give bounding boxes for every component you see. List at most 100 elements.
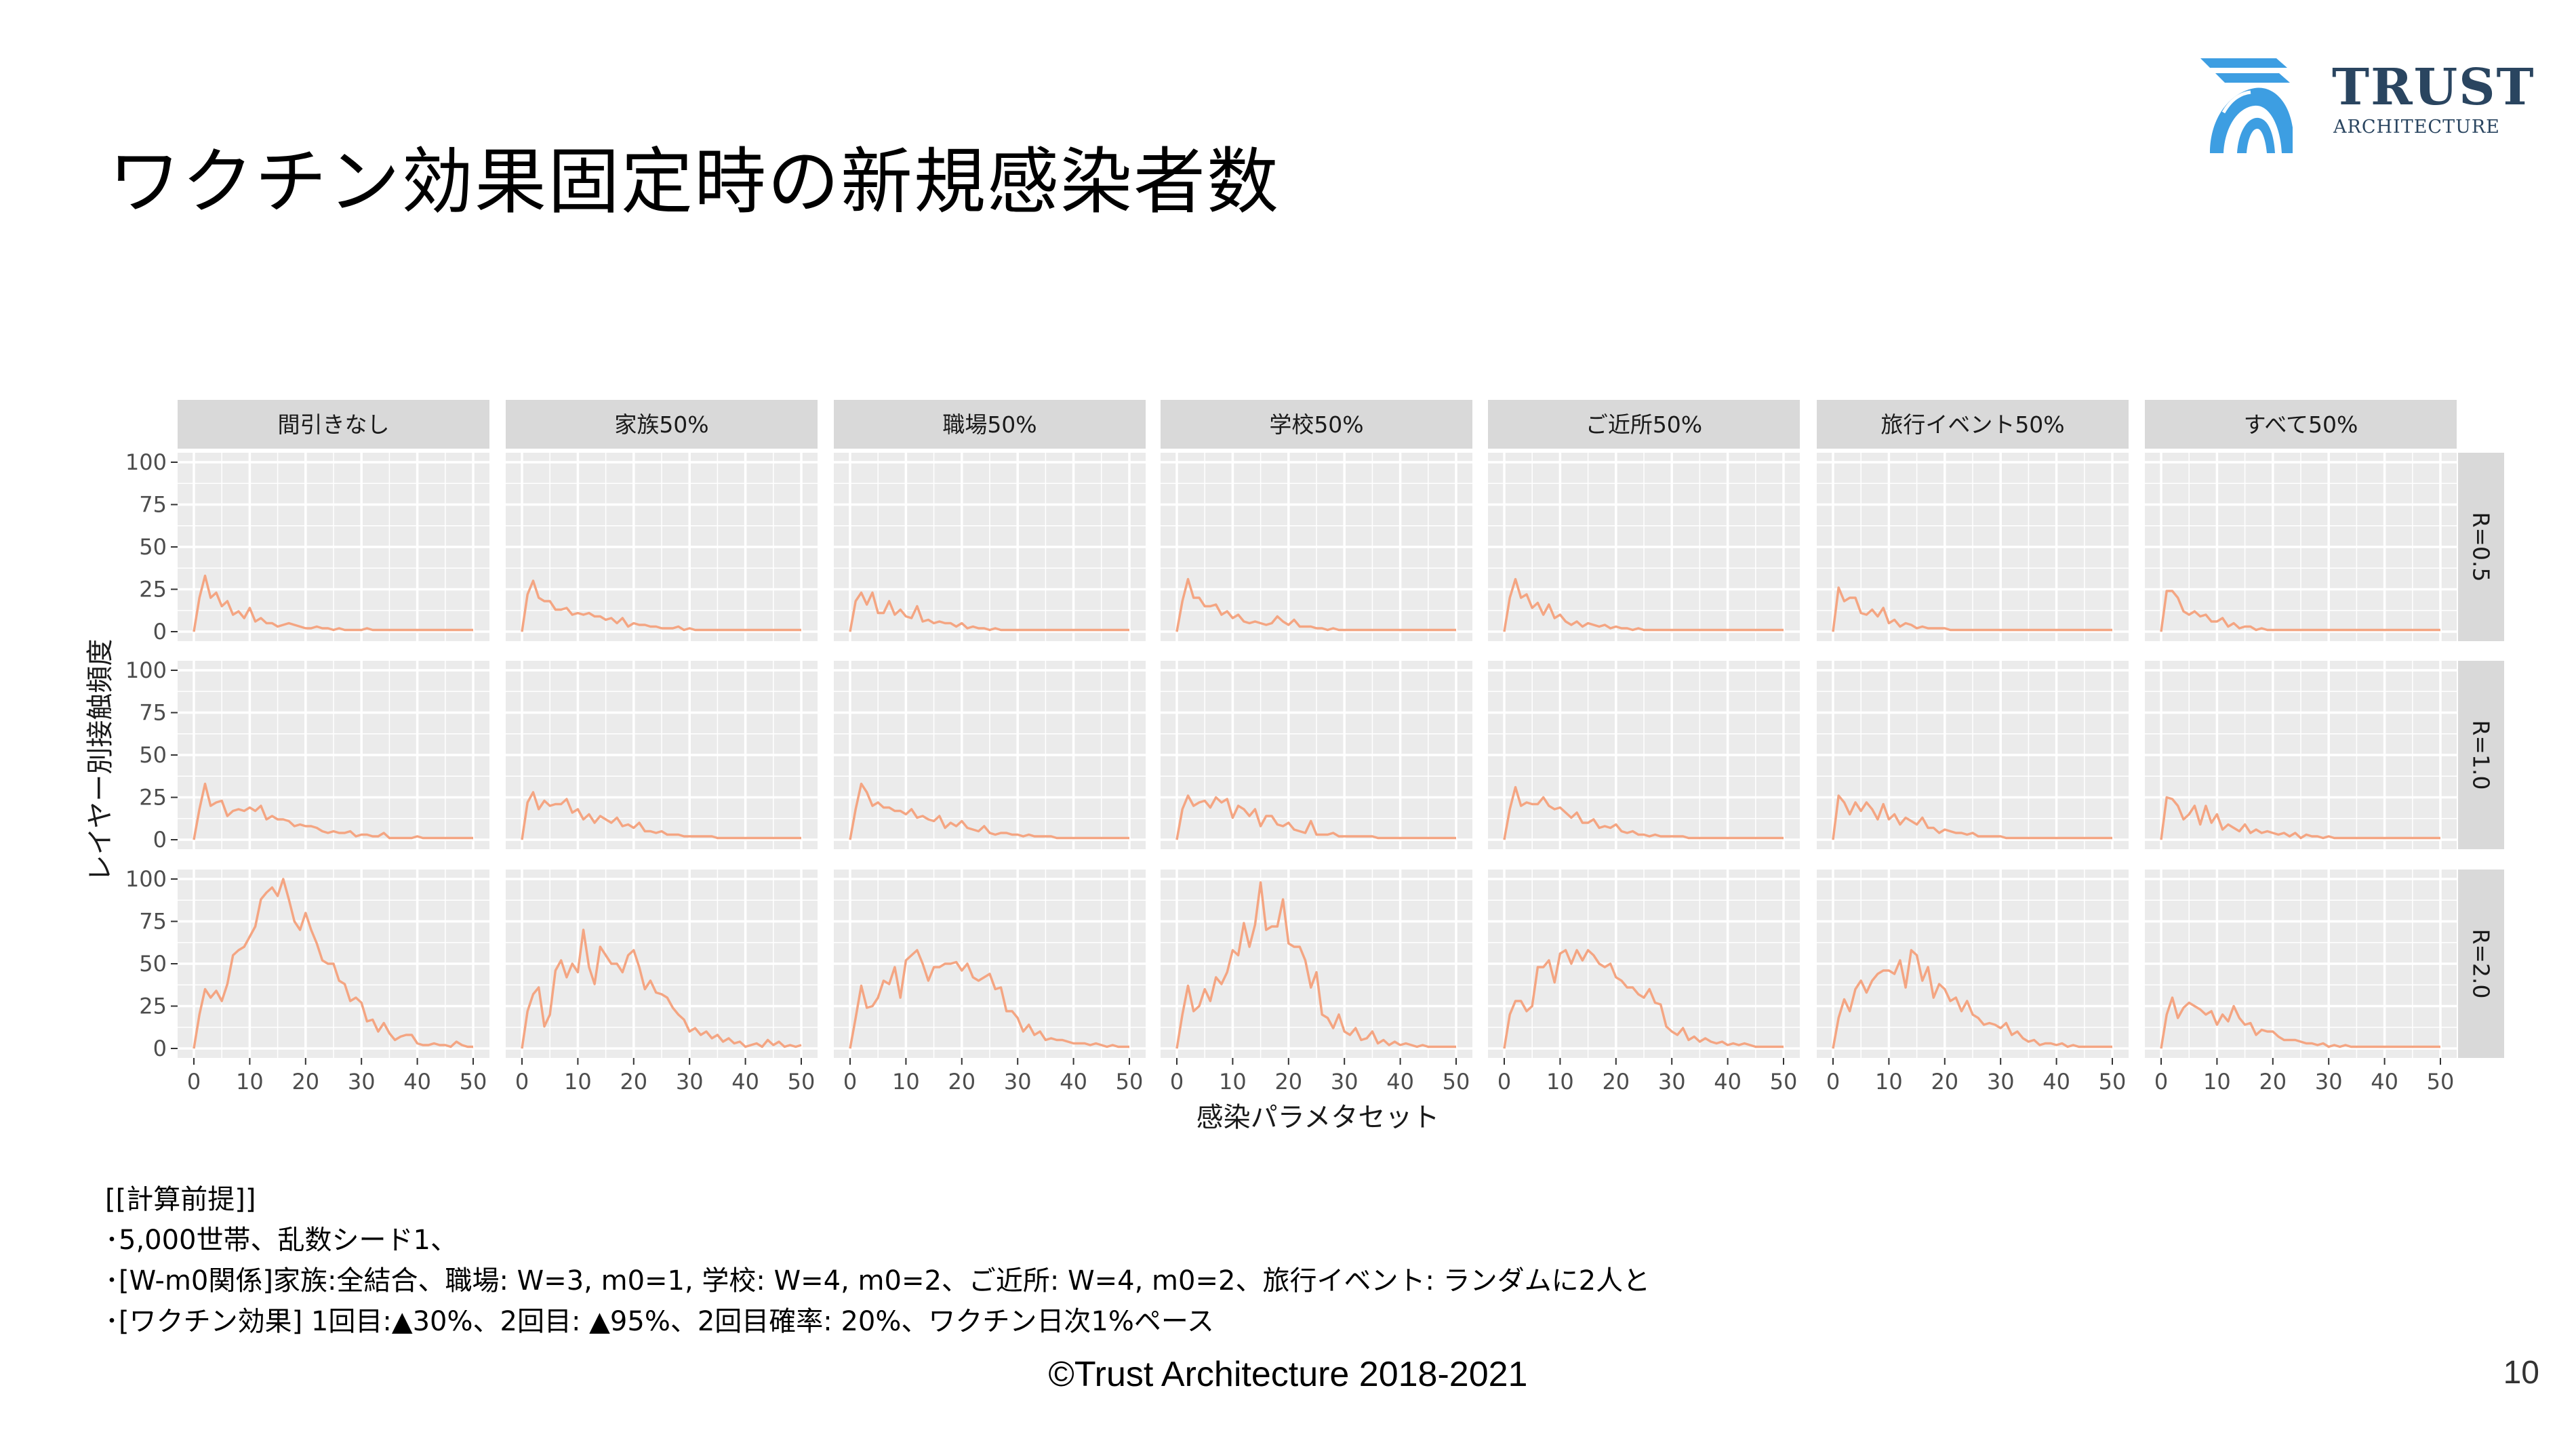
column-strip <box>178 400 489 449</box>
x-tick-label: 0 <box>2154 1069 2168 1095</box>
column-strip <box>834 400 1146 449</box>
y-tick-label: 75 <box>139 700 167 726</box>
series-line <box>1832 794 2112 840</box>
x-tick-label: 20 <box>1931 1069 1958 1095</box>
trust-architecture-logo: TRUST ARCHITECTURE <box>2196 53 2535 155</box>
series-line <box>849 782 1129 840</box>
notes-line-2: ･[W-m0関係]家族:全結合、職場: W=3, m0=1, 学校: W=4, … <box>105 1265 1651 1297</box>
series-line <box>849 949 1129 1049</box>
x-tick-label: 30 <box>348 1069 376 1095</box>
facet-panel <box>178 661 489 849</box>
x-tick-label: 10 <box>236 1069 264 1095</box>
x-tick-label: 20 <box>1274 1069 1302 1095</box>
x-tick-label: 0 <box>187 1069 201 1095</box>
row-strip-label: R=1.0 <box>2468 720 2495 790</box>
x-tick-label: 0 <box>515 1069 529 1095</box>
facet-panel <box>1161 870 1472 1058</box>
y-tick-label: 100 <box>125 657 167 683</box>
series-line <box>521 928 802 1049</box>
logo-mark-icon <box>2200 58 2293 153</box>
y-tick-label: 50 <box>139 951 167 977</box>
y-tick-label: 25 <box>139 785 167 811</box>
x-tick-label: 20 <box>1602 1069 1630 1095</box>
x-tick-label: 50 <box>1116 1069 1144 1095</box>
x-tick-label: 30 <box>2315 1069 2343 1095</box>
row-strip-label: R=2.0 <box>2468 928 2495 998</box>
logo-subtitle: ARCHITECTURE <box>2333 117 2500 138</box>
column-strip <box>1488 400 1800 449</box>
series-line <box>193 878 473 1049</box>
series-line <box>193 782 473 840</box>
series-line <box>2160 996 2440 1049</box>
x-tick-label: 0 <box>1826 1069 1840 1095</box>
facet-panel <box>506 870 818 1058</box>
x-tick-label: 50 <box>1443 1069 1470 1095</box>
x-tick-label: 10 <box>1546 1069 1574 1095</box>
x-tick-label: 40 <box>2371 1069 2398 1095</box>
x-tick-label: 40 <box>1386 1069 1414 1095</box>
y-tick-label: 75 <box>139 909 167 935</box>
facet-panel <box>506 453 818 641</box>
x-tick-label: 0 <box>843 1069 857 1095</box>
x-tick-label: 50 <box>788 1069 816 1095</box>
series-line <box>1503 577 1784 632</box>
column-strip-label: 間引きなし <box>278 411 390 438</box>
y-tick-label: 100 <box>125 866 167 892</box>
series-line <box>1832 949 2112 1049</box>
x-tick-label: 30 <box>1331 1069 1359 1095</box>
x-axis-title: 感染パラメタセット <box>1196 1102 1440 1133</box>
y-tick-label: 50 <box>139 742 167 768</box>
series-line <box>2160 590 2440 632</box>
x-tick-label: 40 <box>2042 1069 2070 1095</box>
x-tick-label: 0 <box>1170 1069 1184 1095</box>
facet-panel <box>2145 661 2457 849</box>
x-tick-label: 50 <box>1770 1069 1798 1095</box>
column-strip-label: すべて50% <box>2244 411 2358 438</box>
x-tick-label: 40 <box>403 1069 431 1095</box>
x-tick-label: 10 <box>1219 1069 1247 1095</box>
series-line <box>2160 796 2440 840</box>
facet-panel <box>1488 453 1800 641</box>
facet-panel <box>1488 661 1800 849</box>
y-tick-label: 25 <box>139 994 167 1019</box>
page-number: 10 <box>2503 1355 2539 1391</box>
x-tick-label: 50 <box>2099 1069 2127 1095</box>
series-line <box>521 791 801 840</box>
notes-line-1: ･5,000世帯、乱数シード1、 <box>105 1225 458 1256</box>
x-tick-label: 10 <box>1875 1069 1903 1095</box>
facet-panel <box>1817 661 2129 849</box>
column-strip <box>506 400 818 449</box>
x-tick-label: 10 <box>2203 1069 2231 1095</box>
copyright-footer: ©Trust Architecture 2018-2021 <box>1048 1355 1528 1394</box>
row-strip <box>2458 661 2504 849</box>
x-tick-label: 40 <box>731 1069 759 1095</box>
facet-panel <box>834 870 1146 1058</box>
series-line <box>193 574 473 632</box>
x-tick-label: 10 <box>564 1069 592 1095</box>
series-line <box>1503 949 1784 1049</box>
column-strip-label: 家族50% <box>614 411 708 438</box>
series-line <box>1503 785 1784 840</box>
column-strip-label: 学校50% <box>1269 411 1363 438</box>
x-tick-label: 30 <box>1987 1069 2015 1095</box>
facet-panel <box>2145 870 2457 1058</box>
x-tick-label: 20 <box>291 1069 319 1095</box>
facet-panel <box>1817 453 2129 641</box>
x-tick-label: 30 <box>1658 1069 1686 1095</box>
column-strip-label: 旅行イベント50% <box>1880 411 2064 438</box>
row-strip <box>2458 453 2504 641</box>
x-tick-label: 50 <box>460 1069 487 1095</box>
x-tick-label: 0 <box>1497 1069 1511 1095</box>
y-tick-label: 75 <box>139 492 167 518</box>
facet-panel <box>834 453 1146 641</box>
column-strip-label: ご近所50% <box>1586 411 1702 438</box>
series-line <box>849 591 1129 632</box>
column-strip-label: 職場50% <box>942 411 1037 438</box>
x-tick-label: 20 <box>948 1069 975 1095</box>
series-line <box>1175 794 1456 840</box>
facet-panel <box>2145 453 2457 641</box>
x-tick-label: 30 <box>1004 1069 1032 1095</box>
x-tick-label: 10 <box>892 1069 920 1095</box>
y-tick-label: 0 <box>153 1036 167 1061</box>
